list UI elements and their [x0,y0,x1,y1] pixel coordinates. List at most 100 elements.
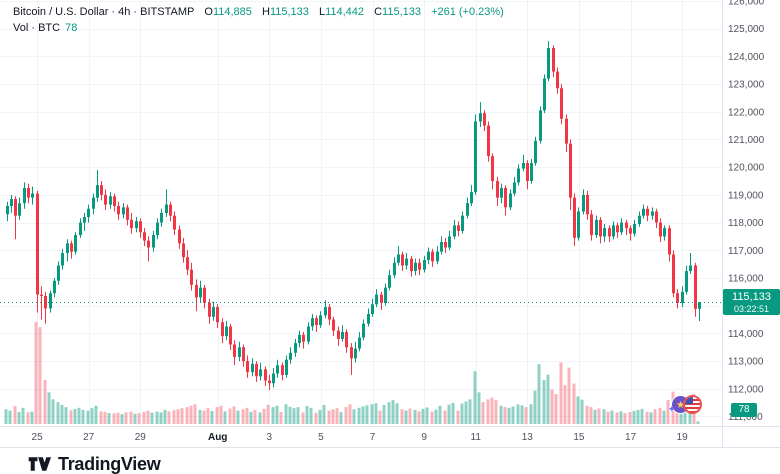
candle-body [487,125,490,157]
candle-body [479,113,482,122]
volume-bar [301,412,305,424]
open-value: 114,885 [212,6,252,18]
volume-bar [542,380,546,424]
volume-bar [47,392,51,424]
time-tick-label: 15 [573,432,585,443]
tradingview-attribution[interactable]: TradingView [28,454,161,474]
volume-bar [245,407,249,424]
candle-body [642,208,645,216]
candle-body [633,223,636,234]
price-tick-label: 125,000 [728,24,765,35]
volume-bar [537,364,541,424]
volume-bar [580,399,584,424]
candle-body [92,197,95,209]
us-flag-event-marker-icon[interactable] [683,395,702,414]
volume-bar [159,412,163,424]
candle-body [83,217,86,223]
volume-bar [206,408,210,424]
volume-bar [133,413,137,424]
candle-body [255,363,258,377]
volume-bar [425,407,429,424]
candle-body [689,265,692,272]
volume-bar [236,410,240,424]
volume-bar [529,404,533,424]
candle-body [315,318,318,326]
volume-bar [193,404,197,424]
price-tick-label: 120,000 [728,163,765,174]
volume-bar [284,404,288,424]
symbol-row[interactable]: Bitcoin / U.S. Dollar · 4h · BITSTAMP O1… [13,4,504,20]
volume-bar [30,411,34,424]
candle-body [319,315,322,326]
candle-body [453,225,456,237]
candle-body [668,228,671,255]
candle-body [165,204,168,213]
volume-bar [361,406,365,424]
candle-body [586,194,589,215]
candle-body [491,156,494,182]
symbol-title[interactable]: Bitcoin / U.S. Dollar · 4h · BITSTAMP [13,6,195,18]
volume-bar [559,362,563,424]
candle-body [530,163,533,182]
high-value: 115,133 [269,6,309,18]
volume-bar [253,409,257,424]
time-tick-label: 19 [677,432,689,443]
candle-body [543,78,546,111]
candle-body [418,262,421,270]
volume-bar [400,409,404,424]
volume-bar [606,411,610,424]
candle-body [31,193,34,198]
time-tick-label: Aug [208,432,227,443]
volume-bar [370,404,374,424]
candle-body [414,262,417,272]
candle-body [590,214,593,236]
candle-body [264,369,267,381]
volume-bar [404,410,408,424]
volume-bar [43,380,47,424]
candle-body [345,331,348,348]
candle-body [281,365,284,375]
volume-bar [520,405,524,424]
candle-body [113,196,116,206]
volume-bar [473,371,477,424]
volume-row[interactable]: Vol · BTC 78 [13,20,504,36]
candle-body [500,187,503,198]
candle-body [117,205,120,215]
price-tick-label: 123,000 [728,80,765,91]
candle-body [350,347,353,359]
candle-body [186,257,189,270]
candle-body [681,291,684,303]
candle-body [526,163,529,182]
candle-body [49,293,52,309]
volume-bar [636,409,640,424]
legend: Bitcoin / U.S. Dollar · 4h · BITSTAMP O1… [13,4,504,36]
last-price-badge: 115,133 03:22:51 [723,289,780,315]
candle-body [483,113,486,126]
volume-bar [597,408,601,424]
volume-bar [464,401,468,424]
volume-bar [296,407,300,424]
candle-body [371,304,374,314]
volume-bar [129,411,133,424]
volume-bar [352,409,356,424]
candle-body [40,294,43,296]
candle-body [178,229,181,244]
event-markers[interactable]: ✦ ★ [668,395,702,414]
volume-bar [64,407,68,424]
candle-body [14,199,17,216]
candle-body [547,48,550,79]
candle-body [36,193,39,295]
volume-bar [417,411,421,424]
candle-body [143,232,146,241]
candle-body [663,228,666,237]
volume-bar [146,410,150,424]
candle-body [10,199,13,206]
candle-body [474,121,477,193]
candle-body [135,221,138,229]
low-value: 114,442 [325,6,365,18]
time-tick-label: 5 [318,432,324,443]
volume-bar [215,407,219,424]
candle-body [560,88,563,119]
